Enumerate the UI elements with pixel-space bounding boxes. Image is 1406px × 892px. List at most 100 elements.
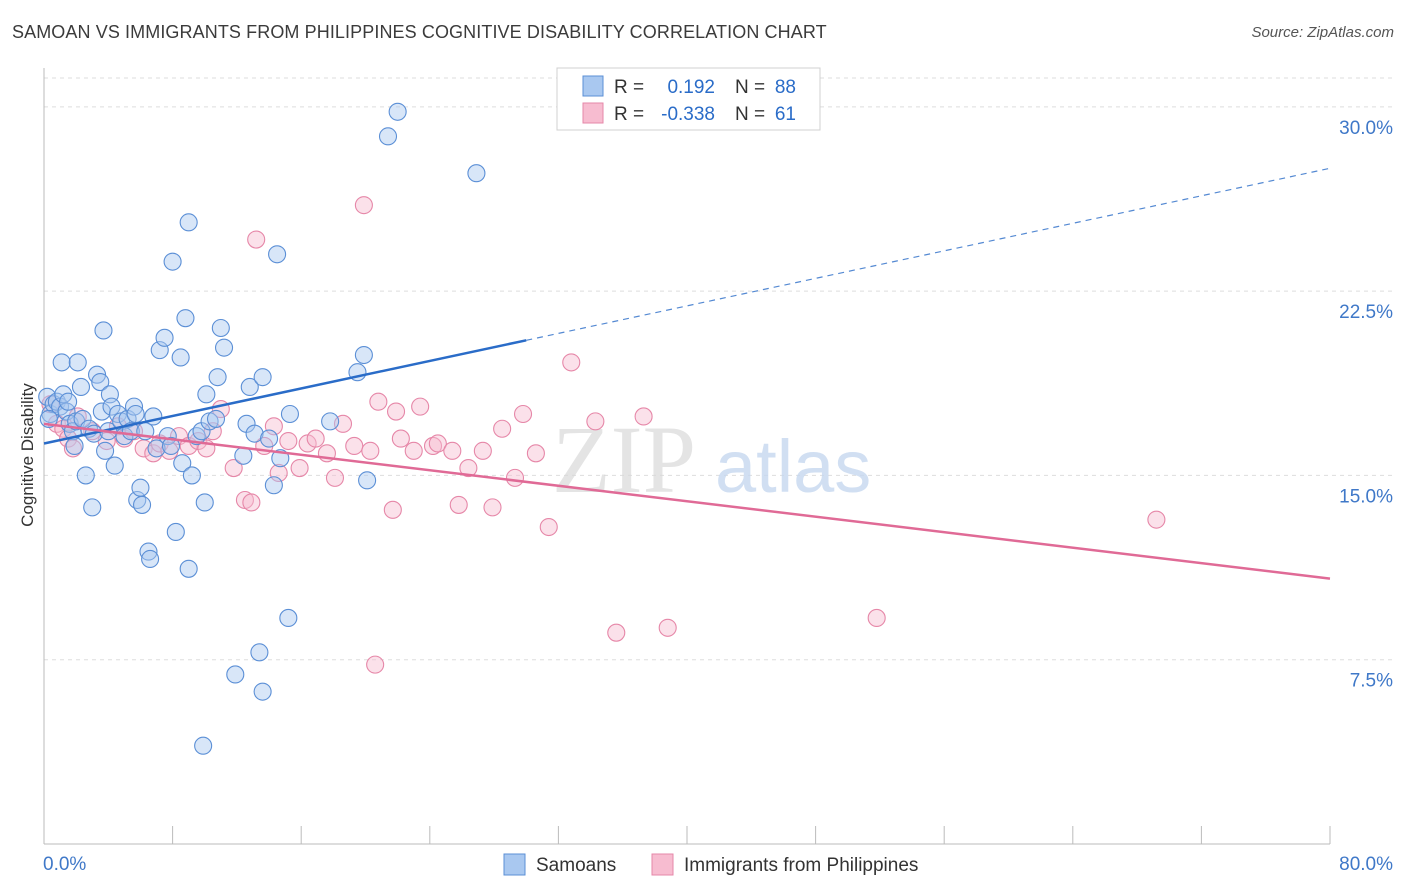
- legend-label-samoans: Samoans: [536, 855, 616, 876]
- samoans-point: [179, 213, 198, 232]
- x-tick-min: 0.0%: [43, 854, 86, 875]
- philippines-point: [411, 397, 430, 416]
- philippines-point: [423, 436, 443, 455]
- samoans-point: [358, 471, 377, 490]
- philippines-point: [1147, 510, 1166, 529]
- samoans-trend-extension: [526, 167, 1331, 341]
- samoans-point: [83, 498, 102, 517]
- samoans-point: [245, 424, 264, 443]
- samoans-point: [139, 542, 158, 561]
- watermark-atlas: atlas: [715, 425, 871, 508]
- y-tick-label: 22.5%: [1339, 302, 1393, 323]
- samoans-point: [38, 387, 57, 406]
- samoans-point: [211, 318, 230, 338]
- stats-n-value-0: 88: [775, 77, 796, 98]
- samoans-point: [264, 476, 283, 495]
- philippines-point: [144, 444, 163, 463]
- stats-r-label-0: R =: [614, 77, 644, 98]
- philippines-point: [361, 441, 380, 460]
- stats-legend-swatch-samoans: [582, 75, 604, 97]
- samoans-point: [194, 736, 213, 755]
- y-tick-label: 30.0%: [1339, 118, 1393, 139]
- trend-lines: [43, 167, 1331, 580]
- samoans-point: [378, 127, 398, 146]
- samoans-point: [195, 493, 214, 512]
- samoans-point: [59, 392, 78, 411]
- philippines-point: [526, 444, 545, 463]
- samoans-point: [71, 377, 91, 397]
- philippines-point: [325, 468, 345, 487]
- philippines-point: [290, 459, 309, 478]
- philippines-point: [369, 392, 388, 411]
- philippines-point: [867, 608, 886, 627]
- philippines-trend-line: [43, 422, 1331, 580]
- samoans-point: [206, 409, 226, 428]
- philippines-point: [483, 498, 502, 517]
- samoans-point: [226, 665, 245, 684]
- philippines-point: [224, 459, 243, 478]
- gridlines: [44, 77, 1393, 661]
- samoans-point: [52, 353, 71, 372]
- samoans-point: [94, 321, 113, 340]
- samoans-point: [182, 466, 201, 485]
- stats-r-value-0: 0.192: [667, 77, 715, 98]
- samoans-point: [96, 441, 115, 460]
- samoans-point: [91, 373, 110, 392]
- samoans-point: [208, 368, 227, 387]
- samoans-trend-line: [43, 339, 527, 445]
- philippines-point: [443, 441, 462, 460]
- samoans-point: [388, 102, 407, 121]
- philippines-point: [658, 618, 677, 637]
- series-legend: Samoans Immigrants from Philippines: [503, 853, 918, 876]
- philippines-point: [366, 655, 385, 674]
- stats-n-value-1: 61: [775, 104, 796, 125]
- samoans-point: [234, 446, 253, 465]
- samoans-point: [133, 495, 152, 514]
- samoans-point: [173, 454, 192, 473]
- philippines-point: [473, 441, 492, 460]
- philippines-point: [242, 493, 261, 512]
- watermark-zip: ZIP: [552, 406, 696, 513]
- samoans-point: [176, 309, 195, 328]
- philippines-point: [279, 431, 298, 451]
- philippines-point: [607, 623, 626, 642]
- series-samoans-points: [38, 102, 486, 755]
- samoans-point: [240, 377, 259, 397]
- philippines-point: [354, 196, 373, 215]
- stats-legend: R = 0.192 N = 88 R = -0.338 N = 61: [556, 67, 821, 131]
- samoans-point: [253, 368, 272, 387]
- x-tick-max: 80.0%: [1339, 854, 1393, 875]
- samoans-point: [92, 402, 111, 421]
- samoans-point: [131, 478, 150, 497]
- philippines-point: [459, 459, 478, 478]
- philippines-point: [386, 402, 406, 421]
- philippines-point: [428, 434, 447, 453]
- samoans-point: [197, 385, 216, 404]
- samoans-point: [163, 252, 182, 271]
- samoans-point: [268, 245, 287, 264]
- samoans-point: [141, 549, 160, 569]
- samoans-point: [124, 397, 144, 416]
- samoans-point: [467, 164, 486, 183]
- philippines-point: [562, 353, 581, 372]
- stats-n-label-1: N =: [735, 104, 765, 125]
- stats-n-label-0: N =: [735, 77, 765, 98]
- samoans-point: [280, 404, 299, 424]
- y-axis-label: Cognitive Disability: [18, 383, 37, 527]
- philippines-point: [383, 500, 402, 519]
- philippines-point: [586, 412, 605, 431]
- samoans-point: [147, 439, 166, 458]
- samoans-point: [259, 429, 279, 448]
- philippines-point: [404, 441, 423, 460]
- samoans-point: [187, 427, 206, 446]
- samoans-point: [279, 608, 298, 627]
- samoans-point: [171, 348, 190, 367]
- y-tick-label: 7.5%: [1350, 671, 1393, 692]
- y-tick-label: 15.0%: [1339, 486, 1393, 507]
- samoans-point: [166, 522, 185, 541]
- legend-swatch-samoans: [503, 853, 526, 876]
- samoans-point: [155, 328, 174, 347]
- samoans-point: [105, 456, 124, 475]
- chart-title: SAMOAN VS IMMIGRANTS FROM PHILIPPINES CO…: [12, 22, 827, 42]
